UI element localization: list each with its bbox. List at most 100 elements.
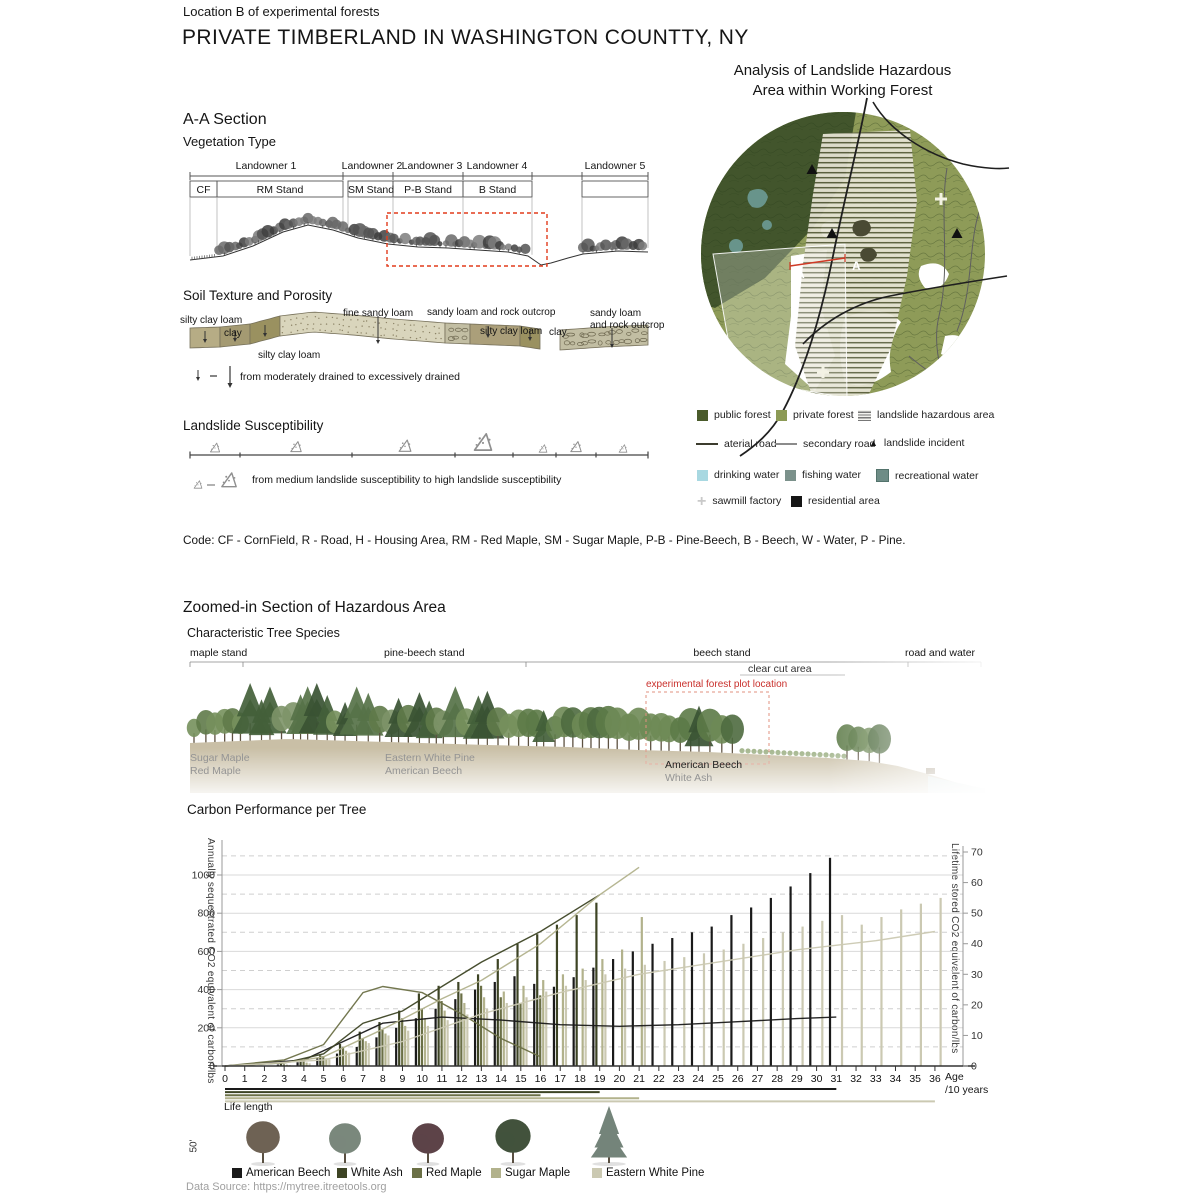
life-length-label: Life length bbox=[224, 1101, 273, 1113]
legend-label: sawmill factory bbox=[712, 495, 782, 507]
tree-species-heading: Characteristic Tree Species bbox=[187, 626, 340, 640]
svg-text:60: 60 bbox=[971, 877, 983, 889]
page-title: PRIVATE TIMBERLAND IN WASHINGTON COUNTTY… bbox=[182, 26, 749, 49]
bar bbox=[730, 915, 733, 1066]
svg-text:1000: 1000 bbox=[192, 870, 216, 882]
eastern-white-pine-swatch bbox=[592, 1168, 602, 1178]
bar bbox=[446, 1020, 449, 1066]
bar bbox=[781, 932, 784, 1066]
bar bbox=[367, 1043, 370, 1066]
bar bbox=[440, 1001, 443, 1066]
svg-text:29: 29 bbox=[791, 1073, 803, 1085]
drainage-legend-icons bbox=[196, 366, 233, 388]
species-label: Eastern White Pine bbox=[385, 752, 475, 764]
legend-label: residential area bbox=[808, 495, 880, 507]
section-marker-a: A bbox=[796, 267, 805, 281]
bar bbox=[344, 1050, 348, 1066]
svg-text:28: 28 bbox=[771, 1073, 783, 1085]
legend-label: aterial road bbox=[724, 438, 777, 450]
bar bbox=[502, 991, 505, 1066]
bar bbox=[338, 1044, 342, 1066]
bar bbox=[308, 1063, 311, 1066]
svg-text:30: 30 bbox=[811, 1073, 823, 1085]
white-ash-swatch bbox=[337, 1168, 347, 1178]
bar bbox=[328, 1059, 331, 1066]
svg-text:400: 400 bbox=[197, 984, 215, 996]
legend-label: secondary road bbox=[803, 438, 876, 450]
lifetime-curve bbox=[224, 894, 601, 1067]
legend-label: fishing water bbox=[802, 469, 861, 481]
legend-landslide-incident: ▲ landslide incident bbox=[869, 437, 964, 449]
residential-area-swatch bbox=[791, 495, 802, 507]
chart-heading: Carbon Performance per Tree bbox=[187, 802, 367, 817]
legend-white-ash: White Ash bbox=[337, 1167, 403, 1179]
bar bbox=[809, 873, 812, 1066]
bar bbox=[325, 1058, 328, 1066]
legend-residential-area: residential area bbox=[791, 495, 880, 507]
bar bbox=[651, 943, 654, 1066]
svg-text:19: 19 bbox=[594, 1073, 606, 1085]
sawmill-factory-marker bbox=[935, 193, 947, 205]
legend-recreational-water: recreational water bbox=[876, 469, 978, 482]
experimental-plot-box bbox=[645, 691, 770, 765]
bar bbox=[361, 1038, 364, 1066]
bar bbox=[358, 1031, 361, 1066]
data-source: Data Source: https://mytree.itreetools.o… bbox=[186, 1181, 387, 1193]
bar bbox=[789, 886, 792, 1066]
bar bbox=[592, 967, 595, 1066]
legend-red-maple: Red Maple bbox=[412, 1167, 482, 1179]
sawmill-factory-icon: + bbox=[697, 492, 707, 510]
stand-label: B Stand bbox=[478, 184, 517, 196]
hazard-focus-box bbox=[386, 212, 548, 267]
bar bbox=[437, 985, 440, 1066]
arterial-road bbox=[739, 97, 868, 457]
species-label: Sugar Maple bbox=[190, 752, 250, 764]
water-body bbox=[762, 220, 772, 230]
x-axis-label: Age bbox=[945, 1071, 964, 1083]
svg-text:4: 4 bbox=[301, 1073, 307, 1085]
legend-private-forest: private forest bbox=[776, 409, 854, 421]
bar bbox=[575, 915, 578, 1066]
bar bbox=[683, 957, 686, 1066]
bar bbox=[601, 959, 604, 1066]
bar bbox=[414, 1018, 417, 1066]
bar bbox=[395, 1027, 398, 1066]
bar bbox=[279, 1063, 282, 1066]
drinking-water-swatch bbox=[697, 469, 708, 481]
bar bbox=[443, 1010, 446, 1066]
stand-label: SM Stand bbox=[348, 184, 395, 196]
landslide-incident-marker bbox=[951, 228, 963, 238]
bar bbox=[536, 934, 539, 1066]
right-axis-label: Lifetime stored CO2 equivalent of carbon… bbox=[949, 843, 960, 1054]
bar bbox=[769, 897, 772, 1066]
private-forest-swatch bbox=[776, 409, 787, 421]
map-title-line2: Area within Working Forest bbox=[752, 82, 933, 99]
bar bbox=[355, 1046, 358, 1066]
bar bbox=[552, 986, 556, 1066]
svg-text:35: 35 bbox=[909, 1073, 921, 1085]
vegetation-type-heading: Vegetation Type bbox=[183, 134, 277, 149]
bar bbox=[417, 993, 420, 1066]
american-beech-swatch bbox=[232, 1168, 242, 1178]
bar bbox=[454, 999, 457, 1066]
svg-text:22: 22 bbox=[653, 1073, 665, 1085]
bar bbox=[581, 968, 584, 1066]
bar bbox=[493, 981, 496, 1066]
bar bbox=[299, 1060, 302, 1066]
legend-sawmill-factory: + sawmill factory bbox=[697, 492, 782, 510]
legend-label: recreational water bbox=[895, 469, 979, 482]
section-line-a-a bbox=[789, 254, 846, 270]
bar bbox=[305, 1062, 308, 1066]
section-marker-a: A bbox=[852, 259, 861, 273]
svg-text:36: 36 bbox=[929, 1073, 941, 1085]
secondary-road-icon bbox=[775, 443, 797, 445]
bar bbox=[555, 924, 559, 1066]
landowner-label: Landowner 1 bbox=[235, 160, 297, 172]
stand-label: RM Stand bbox=[256, 184, 304, 196]
legend-sugar-maple: Sugar Maple bbox=[491, 1167, 570, 1179]
bar bbox=[612, 959, 615, 1066]
svg-text:2: 2 bbox=[262, 1073, 268, 1085]
landslide-incident-icon: ▲ bbox=[869, 438, 878, 448]
bar bbox=[384, 1033, 387, 1066]
arterial-road-icon bbox=[696, 443, 718, 445]
